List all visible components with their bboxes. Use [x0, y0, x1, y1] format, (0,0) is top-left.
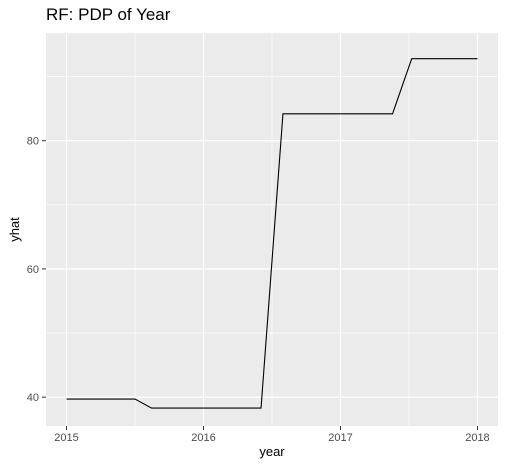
- x-axis-title: year: [259, 444, 285, 459]
- y-tick-label: 80: [27, 136, 39, 148]
- y-axis-title: yhat: [7, 217, 22, 242]
- y-tick-label: 40: [27, 392, 39, 404]
- x-tick-label: 2015: [54, 432, 78, 444]
- minor-gridlines: [46, 33, 498, 426]
- x-tick-label: 2016: [191, 432, 215, 444]
- x-tick-label: 2017: [328, 432, 352, 444]
- pdp-line: [66, 58, 478, 409]
- x-tick-label: 2018: [465, 432, 489, 444]
- major-gridlines: [46, 33, 498, 426]
- x-axis-ticks: 2015 2016 2017 2018: [54, 426, 490, 444]
- chart-title: RF: PDP of Year: [46, 5, 171, 24]
- y-tick-label: 60: [27, 264, 39, 276]
- y-axis-ticks: 40 60 80: [27, 136, 46, 404]
